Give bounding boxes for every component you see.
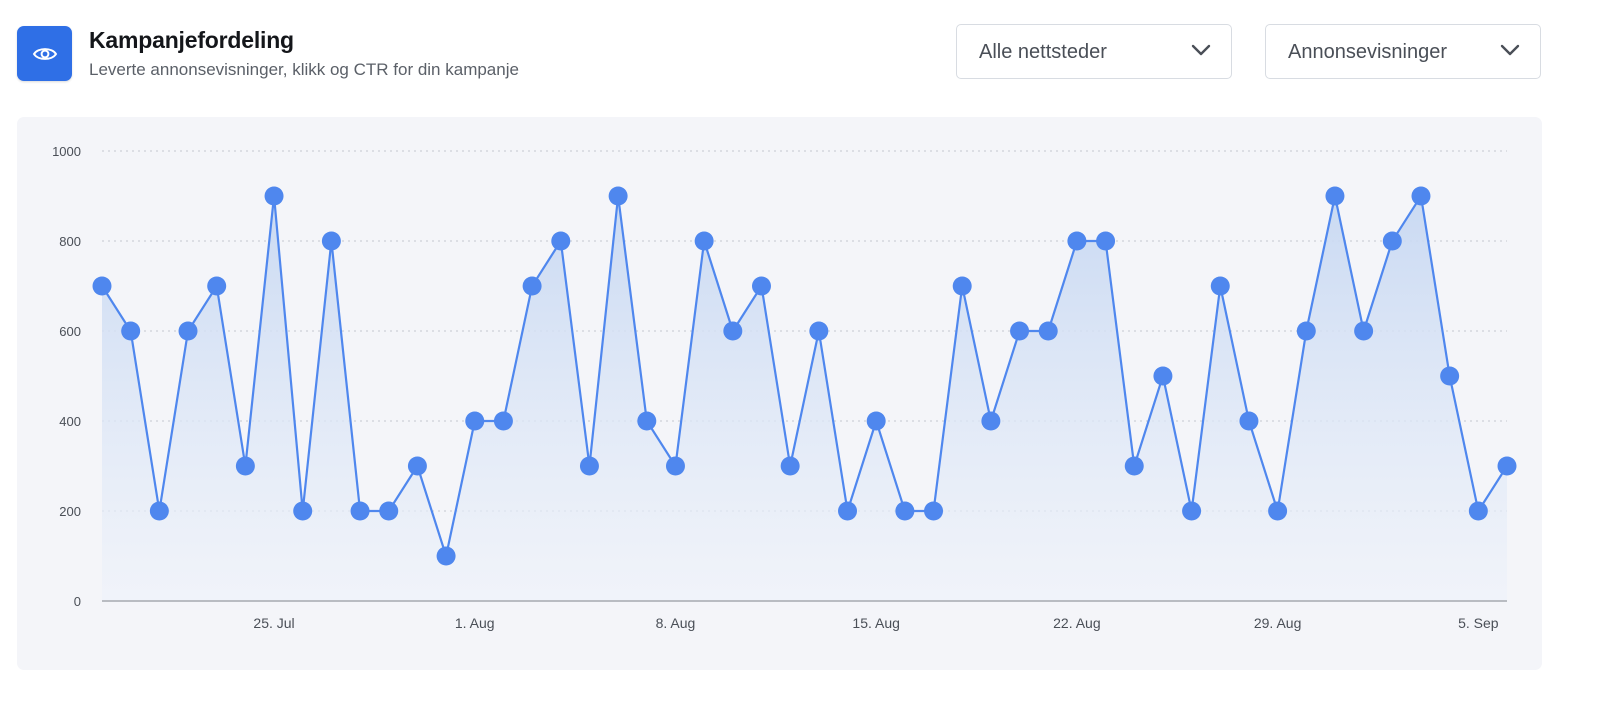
metric-dropdown[interactable]: Annonsevisninger — [1265, 24, 1541, 79]
data-point[interactable] — [608, 186, 628, 206]
metric-dropdown-label: Annonsevisninger — [1288, 41, 1447, 63]
x-axis-ticks: 25. Jul 1. Aug 8. Aug 15. Aug 22. Aug 29. Aug… — [253, 615, 1498, 631]
y-tick-label: 0 — [74, 594, 81, 609]
data-point[interactable] — [1010, 321, 1030, 341]
sites-dropdown-label: Alle nettsteder — [979, 41, 1107, 63]
x-tick-label: 29. Aug — [1254, 615, 1302, 631]
data-point[interactable] — [178, 321, 198, 341]
chart-panel: 0 200 400 600 800 1000 25. Jul 1. Aug 8. Aug 15.… — [17, 117, 1542, 670]
data-point[interactable] — [1411, 186, 1431, 206]
data-point[interactable] — [407, 456, 427, 476]
data-point[interactable] — [1096, 231, 1116, 251]
sites-dropdown[interactable]: Alle nettsteder — [956, 24, 1232, 79]
data-point[interactable] — [207, 276, 227, 296]
chart-title: Kampanjefordeling — [89, 27, 294, 53]
data-point[interactable] — [1124, 456, 1144, 476]
x-tick-label: 22. Aug — [1053, 615, 1101, 631]
data-point[interactable] — [121, 321, 141, 341]
area-chart: 0 200 400 600 800 1000 25. Jul 1. Aug 8. Aug 15.… — [52, 144, 1517, 631]
data-point[interactable] — [1210, 276, 1230, 296]
data-point[interactable] — [723, 321, 743, 341]
data-point[interactable] — [665, 456, 685, 476]
data-point[interactable] — [1038, 321, 1058, 341]
data-point[interactable] — [293, 501, 313, 521]
data-point[interactable] — [579, 456, 599, 476]
x-tick-label: 15. Aug — [852, 615, 900, 631]
data-point[interactable] — [866, 411, 886, 431]
data-point[interactable] — [1268, 501, 1288, 521]
data-point[interactable] — [235, 456, 255, 476]
data-point[interactable] — [92, 276, 112, 296]
data-point[interactable] — [1354, 321, 1374, 341]
data-point[interactable] — [436, 546, 456, 566]
data-point[interactable] — [264, 186, 284, 206]
y-axis-ticks: 0 200 400 600 800 1000 — [52, 144, 81, 609]
data-point[interactable] — [952, 276, 972, 296]
y-tick-label: 200 — [59, 504, 81, 519]
data-point[interactable] — [780, 456, 800, 476]
data-point[interactable] — [809, 321, 829, 341]
data-point[interactable] — [465, 411, 485, 431]
data-point[interactable] — [694, 231, 714, 251]
data-point[interactable] — [1497, 456, 1517, 476]
data-points — [92, 186, 1517, 566]
data-point[interactable] — [350, 501, 370, 521]
y-tick-label: 800 — [59, 234, 81, 249]
data-point[interactable] — [1067, 231, 1087, 251]
data-point[interactable] — [838, 501, 858, 521]
data-point[interactable] — [1153, 366, 1173, 386]
series-line — [101, 192, 1508, 561]
y-tick-label: 400 — [59, 414, 81, 429]
x-tick-label: 8. Aug — [656, 615, 696, 631]
data-point[interactable] — [1239, 411, 1259, 431]
data-point[interactable] — [149, 501, 169, 521]
chart-subtitle: Leverte annonsevisninger, klikk og CTR f… — [89, 60, 519, 79]
chart-header: Kampanjefordeling Leverte annonsevisning… — [0, 0, 1600, 105]
chevron-down-icon — [1191, 43, 1211, 62]
data-point[interactable] — [321, 231, 341, 251]
data-point[interactable] — [493, 411, 513, 431]
data-point[interactable] — [895, 501, 915, 521]
data-point[interactable] — [1440, 366, 1460, 386]
data-point[interactable] — [1468, 501, 1488, 521]
data-point[interactable] — [1325, 186, 1345, 206]
x-tick-label: 5. Sep — [1458, 615, 1499, 631]
data-point[interactable] — [637, 411, 657, 431]
data-point[interactable] — [1382, 231, 1402, 251]
data-point[interactable] — [522, 276, 542, 296]
chevron-down-icon — [1500, 43, 1520, 62]
data-point[interactable] — [924, 501, 944, 521]
x-tick-label: 1. Aug — [455, 615, 495, 631]
data-point[interactable] — [379, 501, 399, 521]
y-tick-label: 600 — [59, 324, 81, 339]
data-point[interactable] — [1296, 321, 1316, 341]
data-point[interactable] — [751, 276, 771, 296]
data-point[interactable] — [981, 411, 1001, 431]
y-tick-label: 1000 — [52, 144, 81, 159]
data-point[interactable] — [1182, 501, 1202, 521]
x-tick-label: 25. Jul — [253, 615, 294, 631]
eye-icon — [17, 26, 72, 81]
data-point[interactable] — [551, 231, 571, 251]
